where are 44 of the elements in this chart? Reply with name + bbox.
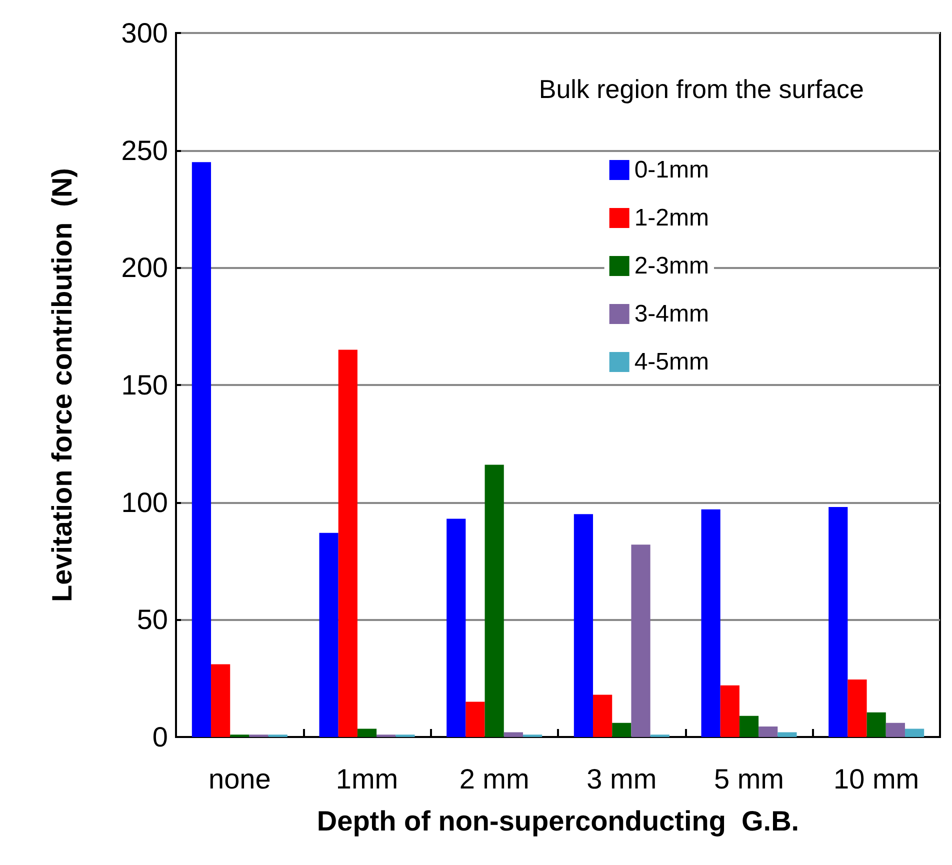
bar (211, 664, 230, 737)
legend-label: 0-1mm (634, 156, 709, 184)
y-tick-label: 100 (121, 486, 168, 518)
bar (758, 726, 778, 737)
y-tick-label: 50 (136, 604, 168, 636)
legend-label: 4-5mm (634, 348, 709, 376)
y-tick-label: 0 (152, 722, 168, 752)
x-tick-label: 1mm (336, 764, 398, 794)
x-axis-title: Depth of non-superconducting G.B. (316, 806, 800, 836)
bar (466, 702, 485, 737)
x-tick-label: 5 mm (714, 764, 784, 794)
y-tick-label: 150 (121, 370, 168, 400)
y-tick-label: 200 (121, 252, 168, 284)
bar (848, 680, 867, 737)
x-tick-label: 2 mm (459, 764, 530, 794)
bar (828, 507, 848, 737)
bar (866, 712, 886, 737)
y-tick-label: 250 (121, 134, 168, 166)
bar (192, 162, 212, 737)
bar (631, 544, 650, 737)
bar (446, 518, 466, 737)
x-tick-label: none (208, 764, 271, 794)
bar (574, 514, 594, 737)
bar (593, 694, 612, 737)
bar (739, 716, 759, 737)
bar (319, 532, 338, 737)
bar (357, 728, 377, 737)
y-axis-title: Levitation force contribution (N) (46, 168, 78, 602)
x-tick-label: 3 mm (586, 764, 657, 794)
bar (886, 722, 905, 737)
bar (484, 464, 504, 737)
x-tick-label: 10 mm (834, 764, 920, 794)
legend-label: 3-4mm (634, 300, 709, 328)
legend-title: Bulk region from the surface (538, 74, 864, 104)
bar (720, 685, 740, 737)
y-tick-label: 300 (121, 18, 168, 48)
legend-label: 1-2mm (634, 204, 709, 232)
bar (338, 350, 358, 737)
bar (778, 732, 797, 737)
bar (701, 509, 720, 737)
bar (504, 732, 523, 737)
legend-label: 2-3mm (634, 252, 709, 280)
bar (612, 722, 632, 737)
bar (904, 728, 924, 737)
